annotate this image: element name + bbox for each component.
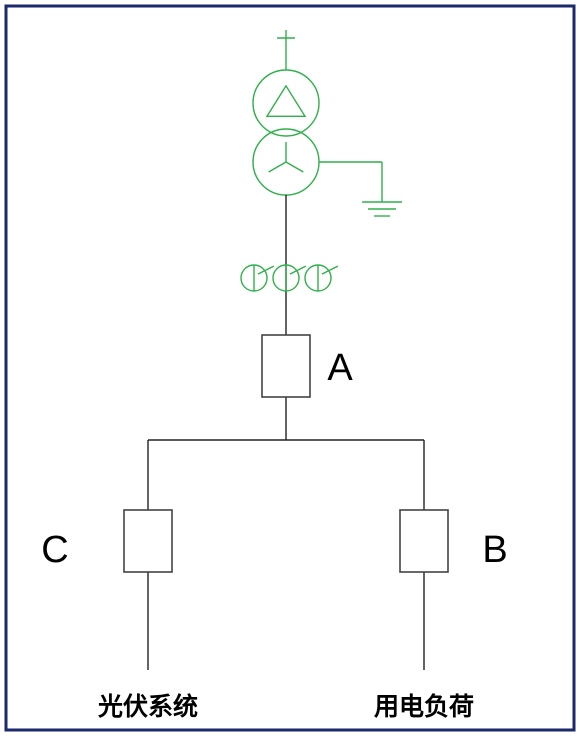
transformer-symbol (253, 30, 402, 216)
label-c: C (41, 529, 68, 571)
label-load: 用电负荷 (374, 693, 474, 721)
delta-icon (267, 86, 305, 116)
breaker-c (124, 510, 172, 572)
wye-icon (269, 142, 304, 172)
breaker-b (400, 510, 448, 572)
label-b: B (482, 529, 507, 571)
electrical-single-line-diagram: A B C 光伏系统 用电负荷 (0, 0, 580, 736)
breaker-a (262, 335, 310, 397)
label-a: A (327, 347, 353, 389)
ct-row (241, 265, 338, 291)
label-pv-system: 光伏系统 (97, 692, 198, 721)
